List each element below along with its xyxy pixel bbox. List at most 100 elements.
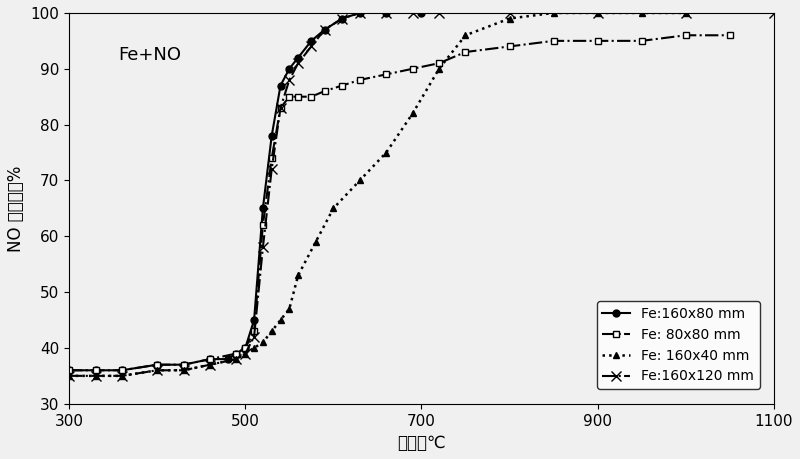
Fe: 80x80 mm: (630, 88): 80x80 mm: (630, 88) — [355, 77, 365, 83]
Fe: 160x40 mm: (850, 100): 160x40 mm: (850, 100) — [549, 10, 558, 16]
Fe:160x120 mm — [294, 61, 303, 66]
Fe:160x120 mm — [505, 10, 514, 16]
Fe:160x120 mm — [593, 10, 602, 16]
Fe: 80x80 mm: (1.05e+03, 96): 80x80 mm: (1.05e+03, 96) — [725, 33, 734, 38]
Fe: 160x40 mm: (520, 41): 160x40 mm: (520, 41) — [258, 340, 268, 345]
Fe:160x80 mm — [382, 10, 391, 16]
Fe:160x80 mm — [267, 133, 277, 139]
Fe:160x120 mm — [408, 10, 418, 16]
Fe:160x120 mm — [64, 373, 74, 379]
Fe:160x80 mm — [276, 83, 286, 88]
Fe: 80x80 mm: (1e+03, 96): 80x80 mm: (1e+03, 96) — [681, 33, 690, 38]
Fe:160x120 mm — [267, 167, 277, 172]
Fe:160x80 mm — [152, 362, 162, 368]
Fe: 160x40 mm: (580, 59): 160x40 mm: (580, 59) — [311, 239, 321, 245]
Fe:160x80 mm — [294, 55, 303, 61]
Fe:160x80 mm — [258, 206, 268, 211]
Fe:160x120 mm — [320, 27, 330, 33]
Fe: 160x40 mm: (490, 38): 160x40 mm: (490, 38) — [232, 356, 242, 362]
Fe: 160x40 mm: (400, 36): 160x40 mm: (400, 36) — [152, 368, 162, 373]
Fe:160x80 mm — [206, 356, 215, 362]
Fe: 160x40 mm: (300, 35): 160x40 mm: (300, 35) — [64, 373, 74, 379]
Fe:160x80 mm — [285, 66, 294, 72]
Fe:160x120 mm — [382, 10, 391, 16]
Fe: 160x40 mm: (660, 75): 160x40 mm: (660, 75) — [382, 150, 391, 155]
Fe:160x120 mm — [90, 373, 100, 379]
Fe:160x80 mm — [232, 351, 242, 356]
Fe: 80x80 mm: (500, 40): 80x80 mm: (500, 40) — [241, 345, 250, 351]
Fe:160x120 mm — [769, 10, 778, 16]
Fe:160x120 mm — [681, 10, 690, 16]
Fe: 160x40 mm: (330, 35): 160x40 mm: (330, 35) — [90, 373, 100, 379]
Fe: 160x40 mm: (430, 36): 160x40 mm: (430, 36) — [179, 368, 189, 373]
Fe:160x80 mm — [417, 10, 426, 16]
Fe:160x120 mm — [355, 10, 365, 16]
Fe:160x120 mm — [241, 351, 250, 356]
Fe:160x120 mm — [117, 373, 126, 379]
Fe:160x80 mm — [64, 368, 74, 373]
Fe: 160x40 mm: (600, 65): 160x40 mm: (600, 65) — [329, 206, 338, 211]
Fe:160x120 mm — [250, 334, 259, 340]
Fe: 80x80 mm: (610, 87): 80x80 mm: (610, 87) — [338, 83, 347, 88]
Text: Fe+NO: Fe+NO — [118, 46, 182, 64]
Line: Fe:160x80 mm: Fe:160x80 mm — [66, 10, 425, 374]
Legend: Fe:160x80 mm, Fe: 80x80 mm, Fe: 160x40 mm, Fe:160x120 mm: Fe:160x80 mm, Fe: 80x80 mm, Fe: 160x40 m… — [597, 301, 760, 389]
Fe: 80x80 mm: (900, 95): 80x80 mm: (900, 95) — [593, 38, 602, 44]
Fe: 80x80 mm: (690, 90): 80x80 mm: (690, 90) — [408, 66, 418, 72]
Fe:160x120 mm — [285, 77, 294, 83]
Fe: 160x40 mm: (550, 47): 160x40 mm: (550, 47) — [285, 306, 294, 312]
Fe: 80x80 mm: (430, 37): 80x80 mm: (430, 37) — [179, 362, 189, 368]
Fe:160x80 mm — [320, 27, 330, 33]
Y-axis label: NO 脱除率，%: NO 脱除率，% — [7, 165, 25, 252]
Fe: 160x40 mm: (950, 100): 160x40 mm: (950, 100) — [637, 10, 646, 16]
Line: Fe:160x120 mm: Fe:160x120 mm — [64, 8, 778, 381]
Fe: 80x80 mm: (300, 36): 80x80 mm: (300, 36) — [64, 368, 74, 373]
Fe: 80x80 mm: (530, 74): 80x80 mm: (530, 74) — [267, 155, 277, 161]
Fe: 80x80 mm: (400, 37): 80x80 mm: (400, 37) — [152, 362, 162, 368]
Fe: 80x80 mm: (550, 85): 80x80 mm: (550, 85) — [285, 94, 294, 100]
Fe:160x80 mm — [117, 368, 126, 373]
Fe:160x80 mm — [355, 10, 365, 16]
Fe: 160x40 mm: (900, 100): 160x40 mm: (900, 100) — [593, 10, 602, 16]
Fe: 80x80 mm: (490, 39): 80x80 mm: (490, 39) — [232, 351, 242, 356]
Fe:160x80 mm — [179, 362, 189, 368]
Fe: 80x80 mm: (850, 95): 80x80 mm: (850, 95) — [549, 38, 558, 44]
Fe: 80x80 mm: (800, 94): 80x80 mm: (800, 94) — [505, 44, 514, 49]
Fe: 80x80 mm: (330, 36): 80x80 mm: (330, 36) — [90, 368, 100, 373]
Fe: 80x80 mm: (360, 36): 80x80 mm: (360, 36) — [117, 368, 126, 373]
Fe: 80x80 mm: (660, 89): 80x80 mm: (660, 89) — [382, 72, 391, 77]
Fe:160x120 mm — [306, 44, 316, 49]
Fe: 160x40 mm: (1e+03, 100): 160x40 mm: (1e+03, 100) — [681, 10, 690, 16]
Line: Fe: 160x40 mm: Fe: 160x40 mm — [66, 10, 689, 379]
Fe: 160x40 mm: (750, 96): 160x40 mm: (750, 96) — [461, 33, 470, 38]
Fe:160x120 mm — [179, 368, 189, 373]
Fe: 160x40 mm: (530, 43): 160x40 mm: (530, 43) — [267, 329, 277, 334]
Fe: 80x80 mm: (460, 38): 80x80 mm: (460, 38) — [206, 356, 215, 362]
Fe:160x80 mm — [90, 368, 100, 373]
Fe: 160x40 mm: (510, 40): 160x40 mm: (510, 40) — [250, 345, 259, 351]
Line: Fe: 80x80 mm: Fe: 80x80 mm — [66, 32, 734, 374]
Fe: 160x40 mm: (560, 53): 160x40 mm: (560, 53) — [294, 273, 303, 278]
Fe:160x120 mm — [276, 105, 286, 111]
Fe: 80x80 mm: (510, 43): 80x80 mm: (510, 43) — [250, 329, 259, 334]
Fe:160x80 mm — [250, 317, 259, 323]
Fe: 160x40 mm: (540, 45): 160x40 mm: (540, 45) — [276, 317, 286, 323]
Fe: 80x80 mm: (590, 86): 80x80 mm: (590, 86) — [320, 88, 330, 94]
Fe: 160x40 mm: (690, 82): 160x40 mm: (690, 82) — [408, 111, 418, 116]
Fe: 160x40 mm: (460, 37): 160x40 mm: (460, 37) — [206, 362, 215, 368]
Fe: 80x80 mm: (520, 62): 80x80 mm: (520, 62) — [258, 222, 268, 228]
Fe: 80x80 mm: (720, 91): 80x80 mm: (720, 91) — [434, 61, 444, 66]
Fe: 160x40 mm: (630, 70): 160x40 mm: (630, 70) — [355, 178, 365, 183]
Fe:160x80 mm — [338, 16, 347, 21]
Fe: 160x40 mm: (720, 90): 160x40 mm: (720, 90) — [434, 66, 444, 72]
Fe:160x80 mm — [223, 356, 233, 362]
Fe:160x120 mm — [338, 16, 347, 21]
Fe:160x80 mm — [306, 38, 316, 44]
Fe: 80x80 mm: (950, 95): 80x80 mm: (950, 95) — [637, 38, 646, 44]
Fe: 160x40 mm: (500, 39): 160x40 mm: (500, 39) — [241, 351, 250, 356]
X-axis label: 温度，℃: 温度，℃ — [397, 434, 446, 452]
Fe: 80x80 mm: (575, 85): 80x80 mm: (575, 85) — [306, 94, 316, 100]
Fe:160x120 mm — [232, 356, 242, 362]
Fe:160x120 mm — [434, 10, 444, 16]
Fe: 160x40 mm: (360, 35): 160x40 mm: (360, 35) — [117, 373, 126, 379]
